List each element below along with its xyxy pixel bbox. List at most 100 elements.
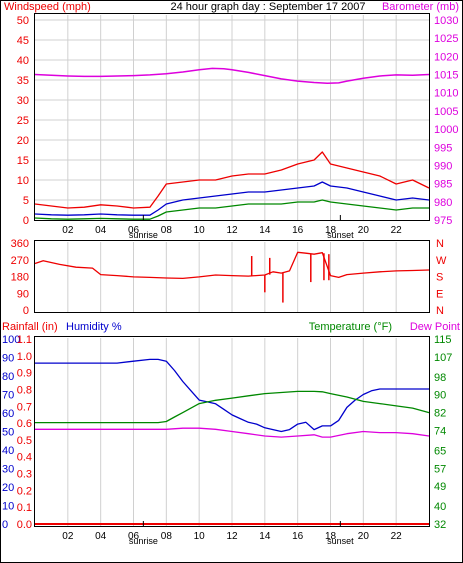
rainfall-tick-0.2: 0.2 bbox=[17, 485, 32, 497]
barometer-tick-990: 990 bbox=[434, 160, 452, 172]
windspeed-tick-10: 10 bbox=[17, 175, 29, 187]
temperature-tick-115: 115 bbox=[434, 334, 452, 346]
rainfall-tick-0.1: 0.1 bbox=[17, 502, 32, 514]
humidity-tick-10: 10 bbox=[2, 501, 14, 513]
x-tick-label-12: 12 bbox=[226, 225, 238, 236]
x-tick-label-06: 06 bbox=[128, 531, 140, 542]
humidity-tick-60: 60 bbox=[2, 408, 14, 420]
compass-N-0: N bbox=[436, 238, 444, 250]
compass-W-1: W bbox=[436, 255, 447, 267]
x-tick-label-18: 18 bbox=[325, 225, 337, 236]
barometer-tick-1020: 1020 bbox=[434, 51, 458, 63]
panel-2-series bbox=[34, 251, 430, 303]
x-tick-label-10: 10 bbox=[194, 531, 206, 542]
sunset-label: sunset bbox=[327, 536, 354, 546]
dew-point-label: Dew Point bbox=[410, 321, 460, 333]
windspeed-label: Windspeed (mph) bbox=[4, 1, 91, 13]
rainfall-tick-0.7: 0.7 bbox=[17, 401, 32, 413]
temperature-label: Temperature (°F) bbox=[309, 321, 392, 333]
series-dew_point bbox=[35, 427, 430, 438]
humidity-tick-50: 50 bbox=[2, 427, 14, 439]
windspeed-tick-40: 40 bbox=[17, 55, 29, 67]
temperature-tick-90: 90 bbox=[434, 390, 446, 402]
series-barometer bbox=[34, 67, 430, 85]
x-tick-label-14: 14 bbox=[259, 225, 271, 236]
temperature-tick-49: 49 bbox=[434, 481, 446, 493]
barometer-tick-1030: 1030 bbox=[434, 15, 458, 27]
rain-humidity-temperature-panel: 0 10 20 30 40 50 60 70 80 90 100 0.0 0.1 0.2 0.3 0.4 0.5… bbox=[2, 334, 452, 546]
direction-tick-360: 360 bbox=[11, 238, 29, 250]
direction-tick-90: 90 bbox=[17, 288, 29, 300]
direction-tick-0: 0 bbox=[23, 305, 29, 317]
sunrise-label: sunrise bbox=[129, 536, 158, 546]
humidity-tick-70: 70 bbox=[2, 390, 14, 402]
barometer-tick-995: 995 bbox=[434, 142, 452, 154]
rainfall-tick-0.5: 0.5 bbox=[17, 435, 32, 447]
rainfall-tick-0.9: 0.9 bbox=[17, 368, 32, 380]
series-temperature bbox=[35, 390, 430, 424]
panel-3-left-axis: 0 10 20 30 40 50 60 70 80 90 100 0.0 0.1 0.2 0.3 0.4 0.5… bbox=[2, 334, 32, 531]
windspeed-tick-0: 0 bbox=[23, 215, 29, 227]
windspeed-tick-20: 20 bbox=[17, 135, 29, 147]
barometer-tick-985: 985 bbox=[434, 179, 452, 191]
panel-1-x-axis: 02 04 06 08 10 12 14 16 18 20 22 sunrise sunset bbox=[62, 215, 402, 240]
x-tick-label-08: 08 bbox=[161, 225, 173, 236]
compass-N-4: N bbox=[436, 305, 444, 317]
rainfall-label: Rainfall (in) bbox=[2, 321, 58, 333]
x-tick-label-16: 16 bbox=[292, 225, 304, 236]
temperature-tick-74: 74 bbox=[434, 425, 446, 437]
barometer-tick-975: 975 bbox=[434, 215, 452, 227]
panel-1-right-axis: 975 980 985 990 995 1000 1005 1010 1015 1020 1025 1… bbox=[434, 15, 458, 227]
x-tick-label-04: 04 bbox=[95, 225, 107, 236]
x-tick-label-08: 08 bbox=[161, 531, 173, 542]
x-tick-label-12: 12 bbox=[226, 531, 238, 542]
temperature-tick-65: 65 bbox=[434, 445, 446, 457]
rainfall-tick-0.8: 0.8 bbox=[17, 384, 32, 396]
sunset-label: sunset bbox=[327, 230, 354, 240]
series-wind_avg bbox=[34, 181, 430, 216]
humidity-tick-0: 0 bbox=[2, 519, 8, 531]
sunrise-label: sunrise bbox=[129, 230, 158, 240]
series-wind_min bbox=[34, 199, 429, 220]
humidity-tick-40: 40 bbox=[2, 445, 14, 457]
direction-tick-270: 270 bbox=[11, 255, 29, 267]
x-tick-label-22: 22 bbox=[391, 531, 403, 542]
rainfall-tick-1.0: 1.0 bbox=[17, 351, 32, 363]
x-tick-label-14: 14 bbox=[259, 531, 271, 542]
x-tick-label-22: 22 bbox=[391, 225, 403, 236]
windspeed-tick-50: 50 bbox=[17, 15, 29, 27]
windspeed-tick-25: 25 bbox=[17, 115, 29, 127]
windspeed-tick-35: 35 bbox=[17, 75, 29, 87]
rainfall-tick-0.6: 0.6 bbox=[17, 418, 32, 430]
temperature-tick-107: 107 bbox=[434, 352, 452, 364]
direction-tick-180: 180 bbox=[11, 272, 29, 284]
series-humidity bbox=[35, 358, 429, 433]
windspeed-tick-5: 5 bbox=[23, 195, 29, 207]
x-tick-label-18: 18 bbox=[325, 531, 337, 542]
windspeed-tick-30: 30 bbox=[17, 95, 29, 107]
x-tick-label-02: 02 bbox=[62, 225, 74, 236]
barometer-tick-1025: 1025 bbox=[434, 33, 458, 45]
humidity-tick-100: 100 bbox=[2, 334, 20, 346]
temperature-tick-57: 57 bbox=[434, 463, 446, 475]
humidity-tick-90: 90 bbox=[2, 353, 14, 365]
barometer-tick-980: 980 bbox=[434, 197, 452, 209]
series-direction bbox=[34, 251, 430, 280]
x-tick-label-10: 10 bbox=[194, 225, 206, 236]
x-tick-label-20: 20 bbox=[358, 531, 370, 542]
x-tick-label-06: 06 bbox=[128, 225, 140, 236]
panel-2-left-axis: 0 90 180 270 360 bbox=[11, 238, 29, 317]
rainfall-tick-0.0: 0.0 bbox=[17, 519, 32, 531]
x-tick-label-20: 20 bbox=[358, 225, 370, 236]
rainfall-tick-0.3: 0.3 bbox=[17, 469, 32, 481]
barometer-tick-1005: 1005 bbox=[434, 106, 458, 118]
temperature-tick-82: 82 bbox=[434, 408, 446, 420]
panel-2-grid bbox=[67, 242, 397, 312]
x-tick-label-04: 04 bbox=[95, 531, 107, 542]
panel-1-left-axis: 0 5 10 15 20 25 30 35 40 45 50 bbox=[17, 15, 29, 227]
windspeed-tick-45: 45 bbox=[17, 35, 29, 47]
temperature-tick-40: 40 bbox=[434, 501, 446, 513]
